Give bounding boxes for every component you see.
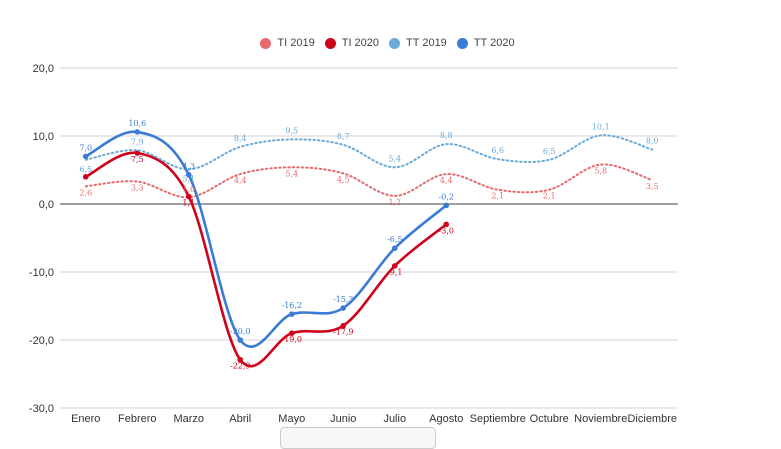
data-label: 5,1 <box>182 174 195 183</box>
data-label: -0,2 <box>439 192 454 201</box>
data-label: -3,0 <box>439 226 454 235</box>
x-tick-label: Agosto <box>429 413 463 425</box>
data-label: 10,6 <box>128 119 146 128</box>
data-label: 2,1 <box>491 192 504 201</box>
data-label: 8,7 <box>337 132 350 141</box>
data-label: 7,5 <box>131 155 144 164</box>
data-point <box>340 305 347 311</box>
data-label: 6,5 <box>543 147 556 156</box>
data-point <box>134 129 141 135</box>
data-label: 1,0 <box>182 185 195 194</box>
x-tick-label: Octubre <box>530 413 569 425</box>
y-tick-label: 10,0 <box>33 131 54 143</box>
legend-label: TT 2020 <box>473 37 515 49</box>
data-label: -6,5 <box>387 235 402 244</box>
legend-label: TT 2019 <box>406 37 447 49</box>
x-tick-label: Septiembre <box>470 413 526 425</box>
data-point <box>82 174 89 180</box>
x-tick-label: Julio <box>383 413 406 425</box>
data-point <box>237 337 244 343</box>
y-tick-label: -10,0 <box>29 267 54 279</box>
data-point <box>237 356 244 363</box>
data-label: 7,0 <box>79 143 92 152</box>
data-label: 4,4 <box>234 176 247 185</box>
legend-item-tt-2020[interactable]: TT 2020 <box>456 37 515 49</box>
x-tick-label: Diciembre <box>627 413 677 425</box>
y-tick-label: -20,0 <box>29 335 54 347</box>
data-label: -17,9 <box>333 328 354 337</box>
data-label: 2,6 <box>79 188 92 197</box>
data-point <box>288 330 295 337</box>
legend-label: TI 2019 <box>277 37 315 49</box>
legend-dot-icon <box>389 37 401 49</box>
legend-item-ti-2020[interactable]: TI 2020 <box>324 37 380 49</box>
data-label: 6,5 <box>79 165 92 174</box>
data-label: 8,0 <box>646 137 659 146</box>
data-label: 4,5 <box>337 175 350 184</box>
legend: TI 2019 TI 2020 TT 2019 TT 2020 <box>0 37 781 49</box>
x-tick-label: Enero <box>71 413 100 425</box>
data-label: -15,3 <box>333 295 354 304</box>
legend-dot-icon <box>260 37 272 49</box>
x-tick-label: Marzo <box>173 413 204 425</box>
series-line-tt-2020 <box>84 130 448 349</box>
y-tick-label: 0,0 <box>39 199 54 211</box>
data-label: -16,2 <box>281 301 302 310</box>
data-label: 5,8 <box>594 167 607 176</box>
line-chart: 20,0 10,0 0,0 -10,0 -20,0 -30,0 Enero Febrero Ma… <box>29 63 678 425</box>
data-label: 4,4 <box>440 176 453 185</box>
legend-dot-icon <box>324 37 336 49</box>
data-label: 5,4 <box>388 154 401 163</box>
legend-item-ti-2019[interactable]: TI 2019 <box>260 37 315 49</box>
data-point <box>443 202 450 209</box>
data-label: 4,3 <box>182 162 195 171</box>
data-point <box>391 263 398 269</box>
data-point <box>82 153 89 160</box>
data-label: 5,4 <box>285 169 298 178</box>
x-tick-label: Junio <box>330 413 356 425</box>
data-point <box>185 171 192 178</box>
data-label: 3,3 <box>131 184 144 193</box>
series-line-ti-2019 <box>84 163 654 199</box>
data-label: 3,5 <box>646 182 659 191</box>
x-tick-label: Noviembre <box>574 413 627 425</box>
data-label: 10,1 <box>592 122 610 131</box>
legend-dot-icon <box>456 37 468 49</box>
data-label: 2,1 <box>543 192 556 201</box>
data-label: -20,0 <box>230 327 251 336</box>
data-label: 6,6 <box>491 146 504 155</box>
y-tick-label: 20,0 <box>33 63 54 75</box>
data-label: -19,0 <box>281 335 302 344</box>
x-tick-label: Mayo <box>278 413 305 425</box>
legend-item-tt-2019[interactable]: TT 2019 <box>389 37 447 49</box>
series-line-ti-2020 <box>84 151 448 368</box>
data-label: 8,8 <box>440 131 453 140</box>
data-point <box>340 322 347 329</box>
detail-button[interactable] <box>280 427 436 449</box>
x-tick-label: Febrero <box>118 413 157 425</box>
data-label: 1,2 <box>388 198 401 207</box>
y-tick-label: -30,0 <box>29 403 54 415</box>
data-label: 1,1 <box>182 199 195 208</box>
data-label: 7,9 <box>131 137 144 146</box>
data-label: 8,4 <box>234 134 247 143</box>
data-point <box>443 221 450 228</box>
legend-label: TI 2020 <box>341 37 380 49</box>
data-label: 9,5 <box>285 126 298 135</box>
x-tick-label: Abril <box>229 413 251 425</box>
data-point <box>288 311 295 317</box>
data-point <box>185 193 192 200</box>
data-point <box>391 245 398 251</box>
data-label: -22,9 <box>230 362 251 371</box>
data-point <box>134 150 141 156</box>
data-label: -9,1 <box>387 268 402 277</box>
series-line-tt-2019 <box>84 134 654 171</box>
